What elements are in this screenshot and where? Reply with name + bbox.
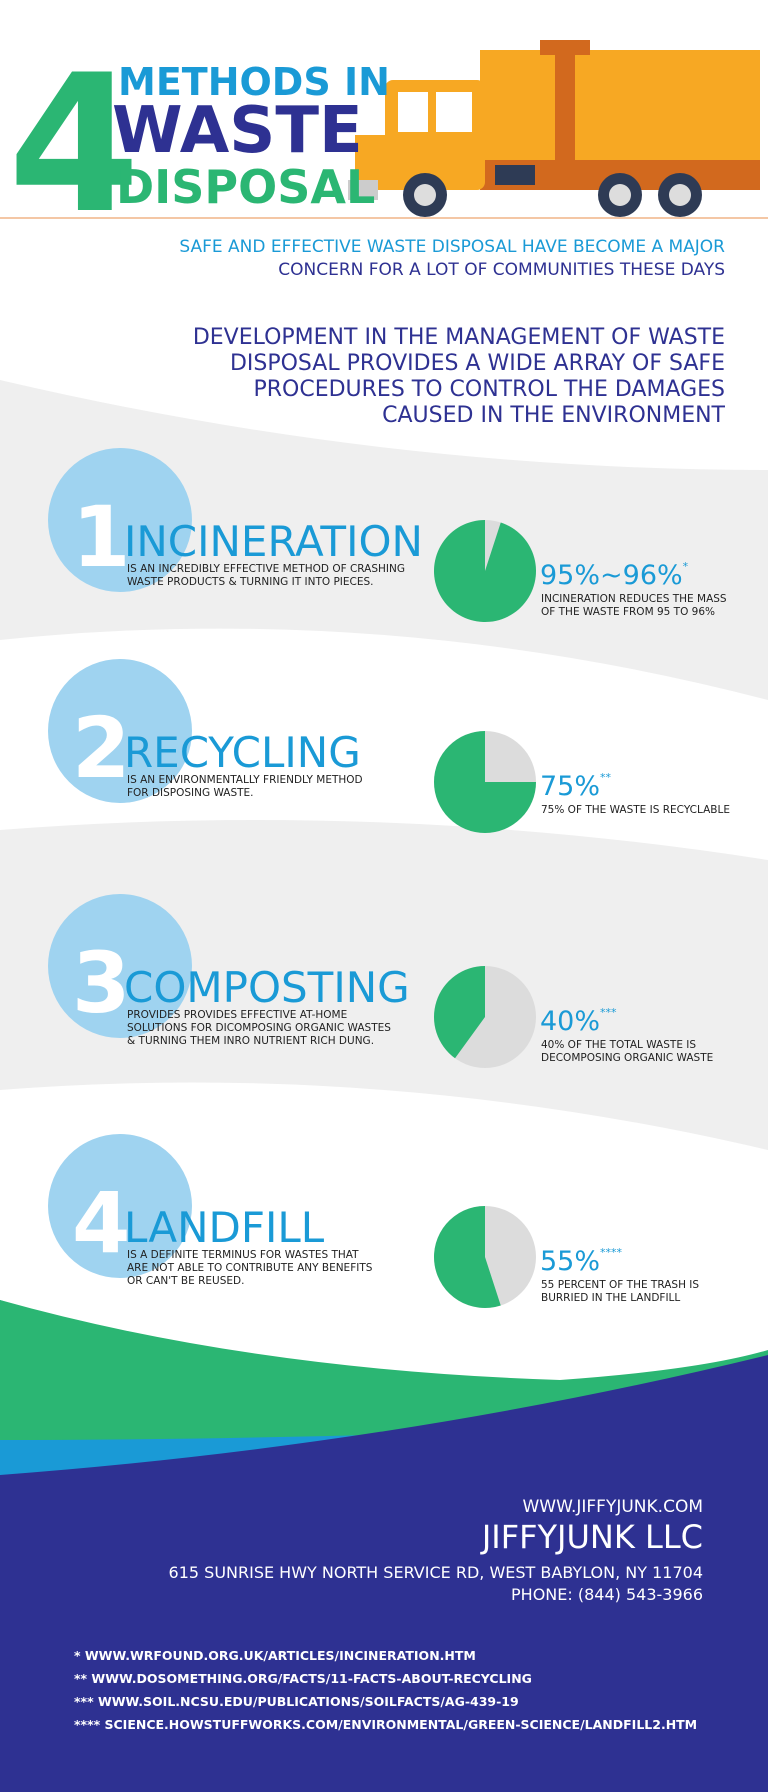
method-description: IS A DEFINITE TERMINUS FOR WASTES THAT (127, 1249, 359, 1261)
company: JIFFYJUNK LLC (480, 1518, 703, 1556)
reference: **** SCIENCE.HOWSTUFFWORKS.COM/ENVIRONME… (74, 1717, 697, 1732)
number-circle (48, 1134, 192, 1278)
band (0, 820, 768, 1150)
pie-slice (434, 731, 536, 833)
stat: 55%**** (540, 1246, 623, 1277)
stat: 40%*** (540, 1006, 617, 1037)
header-line: DISPOSAL (116, 160, 375, 214)
method-number: 1 (72, 488, 130, 586)
phone: PHONE: (844) 543-3966 (511, 1585, 703, 1604)
stat-note: INCINERATION REDUCES THE MASS (541, 593, 727, 605)
header-line: WASTE (112, 94, 363, 168)
reference: ** WWW.DOSOMETHING.ORG/FACTS/11-FACTS-AB… (74, 1671, 532, 1686)
footnote-mark: **** (600, 1246, 623, 1259)
band (0, 380, 768, 700)
stat: 75%** (540, 771, 612, 802)
header-line: METHODS IN (118, 60, 390, 104)
intro-line: SAFE AND EFFECTIVE WASTE DISPOSAL HAVE B… (179, 237, 725, 257)
stat-note: 55 PERCENT OF THE TRASH IS (541, 1279, 699, 1291)
method-title: LANDFILL (124, 1203, 325, 1252)
footnote-mark: *** (600, 1006, 617, 1019)
stat-note: OF THE WASTE FROM 95 TO 96% (541, 606, 715, 618)
method-description: WASTE PRODUCTS & TURNING IT INTO PIECES. (127, 576, 374, 588)
stat: 95%~96%* (540, 560, 689, 591)
method-description: SOLUTIONS FOR DICOMPOSING ORGANIC WASTES (127, 1022, 391, 1034)
address: 615 SUNRISE HWY NORTH SERVICE RD, WEST B… (169, 1563, 703, 1582)
method-number: 3 (72, 934, 130, 1032)
stat-note: DECOMPOSING ORGANIC WASTE (541, 1052, 713, 1064)
number-circle (48, 448, 192, 592)
stat-value: 40% (540, 1006, 600, 1037)
reference: *** WWW.SOIL.NCSU.EDU/PUBLICATIONS/SOILF… (74, 1694, 519, 1709)
intro-line: CONCERN FOR A LOT OF COMMUNITIES THESE D… (278, 260, 725, 280)
development-line: PROCEDURES TO CONTROL THE DAMAGES (253, 377, 725, 402)
reference: * WWW.WRFOUND.ORG.UK/ARTICLES/INCINERATI… (74, 1648, 476, 1663)
pie-slice (433, 1206, 501, 1309)
development-line: DISPOSAL PROVIDES A WIDE ARRAY OF SAFE (230, 351, 725, 376)
number-circle (48, 659, 192, 803)
stat-value: 75% (540, 771, 600, 802)
website: WWW.JIFFYJUNK.COM (523, 1497, 704, 1517)
method-title: RECYCLING (124, 728, 361, 777)
method-description: PROVIDES PROVIDES EFFECTIVE AT-HOME (127, 1009, 347, 1021)
header-number: 4 (8, 34, 140, 255)
method-description: FOR DISPOSING WASTE. (127, 787, 254, 799)
pie-slice (434, 520, 537, 623)
references: * WWW.WRFOUND.ORG.UK/ARTICLES/INCINERATI… (74, 1648, 697, 1732)
stat-note: 75% OF THE WASTE IS RECYCLABLE (541, 804, 730, 816)
method-description: OR CAN'T BE REUSED. (127, 1275, 244, 1287)
footnote-mark: * (683, 560, 689, 573)
method-description: & TURNING THEM INRO NUTRIENT RICH DUNG. (127, 1035, 374, 1047)
footer-bg (0, 1355, 768, 1792)
footnote-mark: ** (600, 771, 612, 784)
method-description: IS AN ENVIRONMENTALLY FRIENDLY METHOD (127, 774, 363, 786)
method-title: COMPOSTING (124, 963, 410, 1012)
method-description: ARE NOT ABLE TO CONTRIBUTE ANY BENEFITS (127, 1262, 373, 1274)
number-circle (48, 894, 192, 1038)
stat-value: 95%~96% (540, 560, 683, 591)
pie-slice (434, 966, 485, 1059)
stat-note: 40% OF THE TOTAL WASTE IS (541, 1039, 696, 1051)
method-title: INCINERATION (124, 517, 423, 566)
development-line: DEVELOPMENT IN THE MANAGEMENT OF WASTE (193, 325, 725, 350)
method-number: 2 (72, 699, 130, 797)
method-number: 4 (72, 1174, 130, 1272)
stat-value: 55% (540, 1246, 600, 1277)
method-description: IS AN INCREDIBLY EFFECTIVE METHOD OF CRA… (127, 563, 405, 575)
stat-note: BURRIED IN THE LANDFILL (541, 1292, 680, 1304)
development-line: CAUSED IN THE ENVIRONMENT (382, 403, 725, 428)
truck-illustration (0, 40, 768, 219)
